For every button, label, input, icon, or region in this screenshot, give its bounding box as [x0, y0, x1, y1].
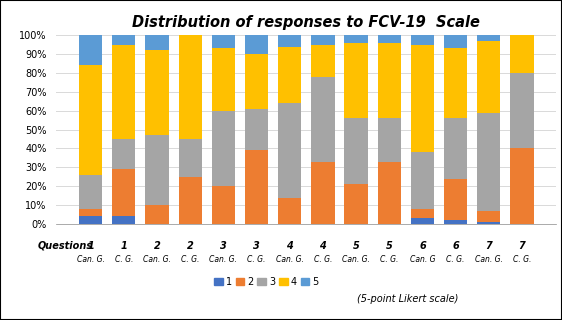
Bar — [444, 35, 467, 48]
Text: 7: 7 — [486, 241, 492, 251]
Bar — [444, 118, 467, 179]
Bar — [444, 220, 467, 224]
Bar — [345, 184, 368, 224]
Bar — [378, 162, 401, 224]
Text: Can. G: Can. G — [410, 254, 435, 264]
Bar — [411, 209, 434, 218]
Bar — [510, 73, 534, 148]
Bar — [112, 35, 135, 44]
Legend: 1, 2, 3, 4, 5: 1, 2, 3, 4, 5 — [210, 273, 323, 291]
Text: Can. G.: Can. G. — [475, 254, 503, 264]
Bar — [411, 218, 434, 224]
Bar — [112, 139, 135, 169]
Text: C. G.: C. G. — [446, 254, 465, 264]
Bar — [311, 162, 334, 224]
Text: C. G.: C. G. — [181, 254, 200, 264]
Bar — [278, 103, 301, 197]
Text: Can. G.: Can. G. — [143, 254, 171, 264]
Bar — [146, 135, 169, 205]
Text: C. G.: C. G. — [115, 254, 133, 264]
Bar — [345, 118, 368, 184]
Bar — [311, 77, 334, 162]
Bar — [378, 35, 401, 43]
Bar — [311, 44, 334, 77]
Bar — [411, 152, 434, 209]
Bar — [212, 35, 235, 48]
Text: 1: 1 — [120, 241, 127, 251]
Bar — [79, 65, 102, 175]
Text: (5-point Likert scale): (5-point Likert scale) — [357, 294, 458, 304]
Bar — [477, 41, 500, 113]
Text: 5: 5 — [353, 241, 360, 251]
Text: Questions: Questions — [38, 241, 93, 251]
Text: 2: 2 — [187, 241, 193, 251]
Bar — [112, 169, 135, 216]
Text: Can. G.: Can. G. — [76, 254, 105, 264]
Text: 4: 4 — [286, 241, 293, 251]
Bar — [112, 216, 135, 224]
Bar — [212, 186, 235, 224]
Title: Distribution of responses to FCV-19  Scale: Distribution of responses to FCV-19 Scal… — [133, 15, 480, 30]
Text: Can. G.: Can. G. — [342, 254, 370, 264]
Bar — [510, 148, 534, 224]
Bar — [510, 35, 534, 73]
Bar — [245, 35, 268, 54]
Bar — [245, 109, 268, 150]
Bar — [444, 179, 467, 220]
Bar — [477, 35, 500, 41]
Bar — [245, 150, 268, 224]
Text: C. G.: C. G. — [380, 254, 398, 264]
Text: 4: 4 — [320, 241, 327, 251]
Text: 6: 6 — [419, 241, 426, 251]
Bar — [477, 211, 500, 222]
Text: 6: 6 — [452, 241, 459, 251]
Bar — [278, 35, 301, 46]
Bar — [311, 35, 334, 44]
Bar — [245, 54, 268, 109]
Bar — [179, 35, 202, 139]
Text: 5: 5 — [386, 241, 393, 251]
Bar — [79, 216, 102, 224]
Bar — [411, 35, 434, 44]
Text: 2: 2 — [153, 241, 160, 251]
Bar — [345, 43, 368, 118]
Text: 1: 1 — [87, 241, 94, 251]
Bar — [79, 35, 102, 65]
Bar — [477, 222, 500, 224]
Text: C. G.: C. G. — [314, 254, 332, 264]
Bar — [378, 118, 401, 162]
Text: Can. G.: Can. G. — [276, 254, 303, 264]
Bar — [278, 46, 301, 103]
Bar — [212, 48, 235, 111]
Bar — [477, 113, 500, 211]
Bar — [378, 43, 401, 118]
Bar — [146, 35, 169, 50]
Bar — [278, 197, 301, 224]
Bar — [411, 44, 434, 152]
Bar — [79, 209, 102, 216]
Text: C. G.: C. G. — [513, 254, 531, 264]
Bar — [146, 50, 169, 135]
Bar — [79, 175, 102, 209]
Bar — [212, 111, 235, 186]
Bar — [112, 44, 135, 139]
Bar — [146, 205, 169, 224]
Bar — [179, 139, 202, 177]
Text: 7: 7 — [519, 241, 525, 251]
Bar — [444, 48, 467, 118]
Bar — [179, 177, 202, 224]
Bar — [345, 35, 368, 43]
Text: 3: 3 — [220, 241, 226, 251]
Text: C. G.: C. G. — [247, 254, 266, 264]
Text: Can. G.: Can. G. — [210, 254, 237, 264]
Text: 3: 3 — [253, 241, 260, 251]
